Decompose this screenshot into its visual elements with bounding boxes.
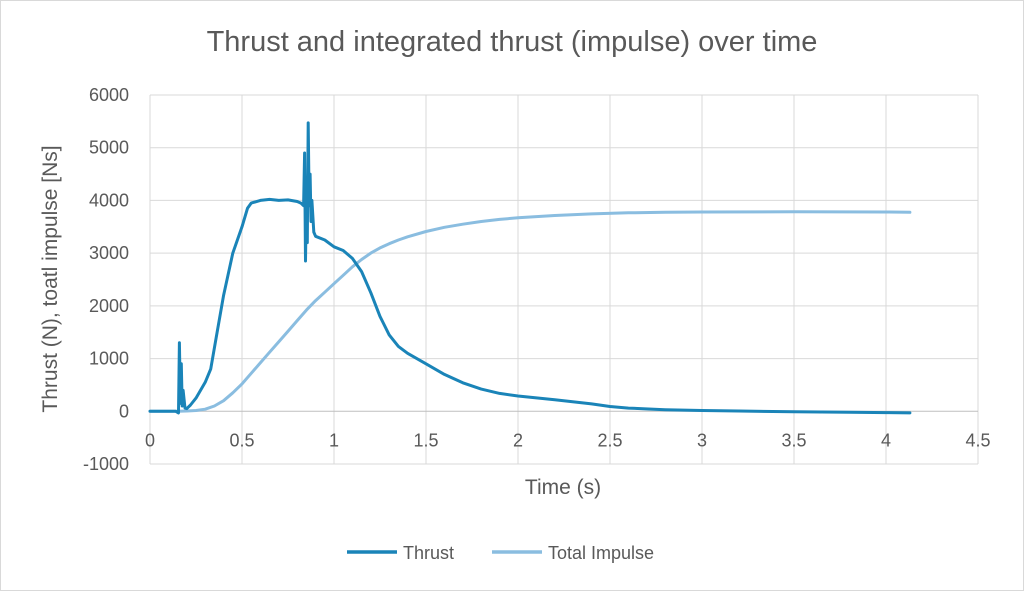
y-tick-label: 2000: [89, 296, 129, 316]
x-tick-label: 2.5: [597, 430, 622, 450]
y-tick-label: -1000: [83, 454, 129, 474]
series-lines: [148, 121, 912, 415]
y-tick-label: 1000: [89, 349, 129, 369]
x-tick-label: 1: [329, 430, 339, 450]
chart-title: Thrust and integrated thrust (impulse) o…: [207, 26, 818, 58]
x-tick-label: 3.5: [781, 430, 806, 450]
x-axis-title: Time (s): [525, 476, 601, 499]
x-tick-label: 4.5: [965, 430, 990, 450]
y-tick-label: 6000: [89, 85, 129, 105]
tick-labels: 0 0.5 1 1.5 2 2.5 3 3.5 4 4.5 6000 5000 4000 3000 2000…: [83, 85, 991, 474]
series-line-total-impulse: [148, 210, 912, 413]
y-tick-label: 3000: [89, 243, 129, 263]
x-tick-label: 4: [881, 430, 891, 450]
x-tick-label: 2: [513, 430, 523, 450]
legend-label-total-impulse: Total Impulse: [548, 543, 654, 563]
y-tick-label: 0: [119, 401, 129, 421]
legend: Thrust Total Impulse: [347, 543, 654, 563]
y-axis-title: Thrust (N), toatl impulse [Ns]: [39, 145, 62, 412]
x-tick-label: 3: [697, 430, 707, 450]
y-tick-label: 4000: [89, 190, 129, 210]
x-tick-label: 0: [145, 430, 155, 450]
series-line-thrust: [148, 121, 912, 415]
gridlines: [149, 94, 979, 465]
x-tick-label: 1.5: [413, 430, 438, 450]
x-tick-label: 0.5: [229, 430, 254, 450]
y-tick-label: 5000: [89, 138, 129, 158]
legend-label-thrust: Thrust: [403, 543, 454, 563]
